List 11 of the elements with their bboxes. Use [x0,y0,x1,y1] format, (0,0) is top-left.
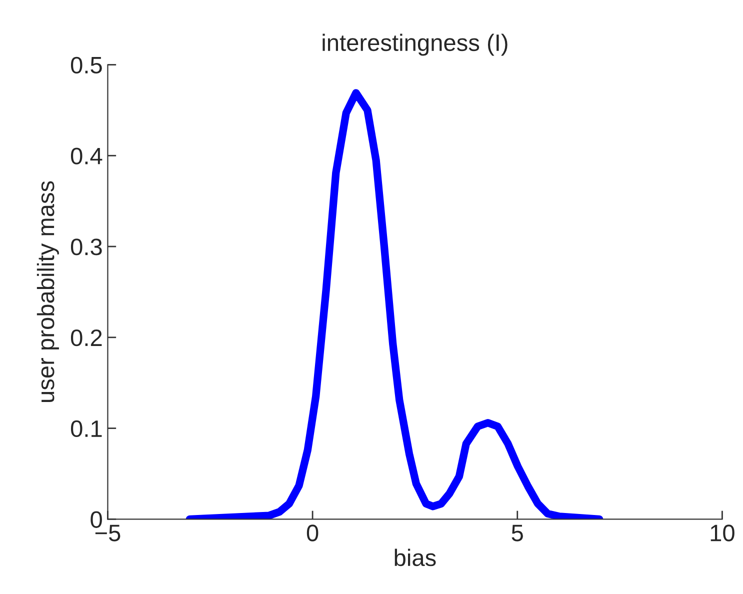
x-tick-label: 5 [512,524,523,542]
y-tick-label: 0.4 [70,148,102,164]
y-tick-label: 0.1 [70,420,102,438]
y-tick-label: 0.3 [70,238,102,256]
y-tick-label: 0.2 [70,329,102,346]
y-tick-label: 0.5 [70,56,102,74]
y-axis-title: user probability mass [36,181,59,402]
x-tick-label: 0 [306,524,318,542]
x-tick-label: 10 [710,524,734,542]
x-axis-title: bias [394,548,436,566]
chart-title: interestingness (I) [322,34,508,56]
